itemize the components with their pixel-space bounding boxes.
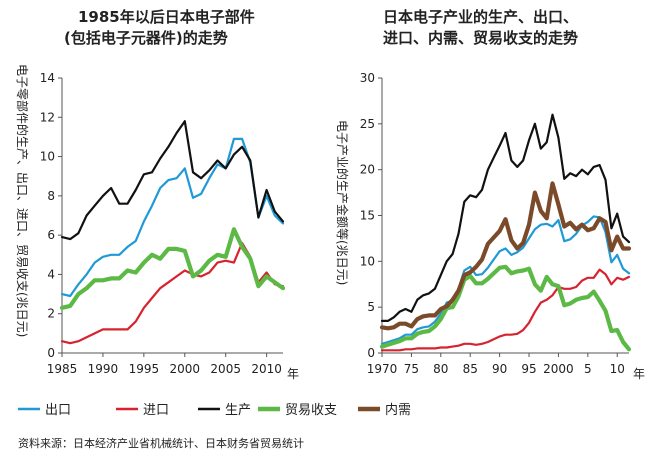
left-chart-title-line2: (包括电子元器件)的走势 <box>64 29 228 47</box>
legend-label-domestic: 内需 <box>385 402 411 418</box>
left-chart-x-tick-label: 1985 <box>47 362 78 376</box>
right-chart-y-tick-label: 25 <box>360 117 375 131</box>
right-chart-y-tick-label: 20 <box>360 163 375 177</box>
right-chart-x-tick-label: 2000 <box>543 362 574 376</box>
left-chart-y-tick-label: 8 <box>47 189 55 203</box>
left-chart-y-tick-label: 4 <box>47 267 55 281</box>
left-chart-title-line1: 1985年以后日本电子部件 <box>78 8 255 26</box>
right-chart-x-tick-label: 95 <box>521 362 536 376</box>
right-chart-y-tick-label: 15 <box>360 209 375 223</box>
left-chart: 0 2 4 6 8 10 12 14 1985 1990 1995 2000 2005 2010 <box>40 71 286 376</box>
right-chart: 0 5 10 15 20 25 30 1970 75 80 85 90 95 2000 5 10 <box>360 71 632 376</box>
left-chart-x-tick-label: 2005 <box>210 362 241 376</box>
right-chart-title-line1: 日本电子产业的生产、出口、 <box>383 8 578 26</box>
right-chart-x-tick-label: 90 <box>492 362 507 376</box>
right-chart-x-tick-label: 85 <box>463 362 478 376</box>
legend-label-export: 出口 <box>45 403 71 418</box>
right-chart-x-tick-label: 75 <box>404 362 419 376</box>
right-chart-series-export <box>380 215 631 345</box>
left-chart-x-tick-label: 2000 <box>170 362 201 376</box>
left-chart-series-trade <box>59 227 286 310</box>
left-chart-x-tick-label: 2010 <box>251 362 282 376</box>
left-chart-series-production <box>60 120 285 241</box>
right-chart-x-tick-label: 80 <box>433 362 448 376</box>
left-chart-y-axis-label: 电子零部件的生产、出口、进口、贸易收支(兆日元) <box>15 64 30 337</box>
legend: 出口 进口 生产 贸易收支 内需 <box>18 402 411 418</box>
left-chart-y-tick-label: 12 <box>40 110 55 124</box>
left-chart-series-export <box>60 137 285 298</box>
left-chart-x-tick-label: 1995 <box>129 362 160 376</box>
left-chart-y-tick-label: 14 <box>40 71 55 85</box>
legend-label-production: 生产 <box>225 403 251 418</box>
right-chart-y-tick-label: 30 <box>360 71 375 85</box>
right-chart-series-production <box>380 113 631 322</box>
legend-label-trade: 贸易收支 <box>285 403 337 418</box>
legend-label-import: 进口 <box>143 403 169 418</box>
left-chart-x-tick-label: 1990 <box>88 362 119 376</box>
left-chart-y-tick-label: 6 <box>47 228 55 242</box>
left-chart-y-tick-label: 2 <box>47 307 55 321</box>
right-chart-x-tick-label: 10 <box>610 362 625 376</box>
right-chart-y-tick-label: 0 <box>367 346 375 360</box>
right-chart-series-domestic <box>379 181 632 331</box>
right-chart-x-tick-label: 1970 <box>367 362 398 376</box>
right-chart-series-trade <box>379 264 632 352</box>
left-chart-y-tick-label: 0 <box>47 346 55 360</box>
left-chart-y-tick-label: 10 <box>40 150 55 164</box>
right-chart-y-tick-label: 10 <box>360 254 375 268</box>
source-note: 资料来源：日本经济产业省机械统计、日本财务省贸易统计 <box>18 436 304 450</box>
right-chart-year-unit: 年 <box>633 367 645 381</box>
right-chart-y-axis-label: 电子产业的生产金额等(兆日元) <box>335 120 350 285</box>
left-chart-year-unit: 年 <box>287 367 299 381</box>
right-chart-series-import <box>380 268 631 352</box>
right-chart-y-tick-label: 5 <box>367 300 375 314</box>
right-chart-title-line2: 进口、内需、贸易收支的走势 <box>383 29 578 47</box>
right-chart-x-tick-label: 5 <box>584 362 592 376</box>
